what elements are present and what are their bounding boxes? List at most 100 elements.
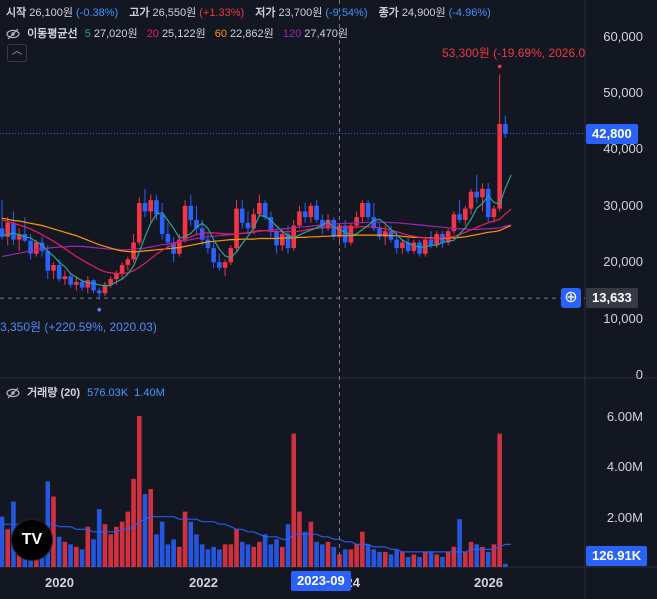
- open-value: 26,100원: [29, 7, 74, 19]
- candle-body: [56, 265, 62, 280]
- overlay-lines: [0, 0, 585, 567]
- volume-bar: [428, 551, 434, 567]
- candle-body: [11, 222, 16, 240]
- volume-bar: [388, 554, 394, 567]
- open-change: (-0.38%): [76, 7, 119, 19]
- volume-bar: [245, 544, 251, 567]
- candle-body: [348, 225, 354, 243]
- volume-bar: [96, 509, 102, 567]
- price-tick-60000: 60,000: [603, 29, 643, 44]
- volume-bar: [297, 511, 302, 567]
- high-annotation: 53,300원 (-19.69%, 2026.0: [442, 46, 586, 60]
- candle-body: [394, 239, 399, 249]
- volume-bar: [371, 549, 377, 567]
- candle-body: [291, 225, 297, 249]
- volume-bar: [199, 544, 205, 567]
- volume-value-2: 1.40M: [134, 387, 165, 399]
- candle-body: [222, 262, 228, 268]
- volume-bar: [422, 551, 428, 567]
- candle-body: [320, 219, 325, 229]
- close-label: 종가: [378, 7, 399, 19]
- candle-body: [234, 208, 239, 249]
- candle-body: [354, 217, 359, 226]
- candle-body: [285, 234, 291, 249]
- volume-bar: [314, 541, 319, 567]
- volume-bar: [463, 551, 468, 567]
- volume-bar: [457, 519, 462, 567]
- volume-bar: [74, 546, 79, 567]
- candle-body: [85, 280, 91, 288]
- volume-bar: [159, 521, 165, 567]
- candle-body: [108, 279, 113, 285]
- volume-bar: [257, 541, 262, 567]
- price-tick-20000: 20,000: [603, 254, 643, 269]
- moving-average-legend[interactable]: 이동평균선 5 27,020원 20 25,122원 60 22,862원 120 27…: [6, 25, 354, 41]
- volume-bar: [188, 521, 194, 567]
- candle-body: [119, 265, 125, 274]
- candle-body: [91, 280, 96, 291]
- candle-body: [165, 234, 171, 243]
- plus-icon: ⊕: [564, 289, 578, 306]
- volume-tick-4m: 4.00M: [606, 459, 643, 474]
- volume-bar: [274, 539, 279, 567]
- volume-bar: [108, 534, 113, 567]
- time-tick-2022: 2022: [189, 575, 218, 590]
- price-tick-30000: 30,000: [603, 198, 643, 213]
- volume-bar: [308, 521, 314, 567]
- volume-bar: [136, 416, 142, 567]
- last-volume-label: 126.91K: [586, 546, 648, 566]
- candle-body: [480, 188, 485, 198]
- last-price-label: 42,800: [586, 124, 638, 144]
- high-label: 고가: [129, 7, 150, 19]
- candle-body: [468, 191, 474, 209]
- candle-body: [79, 281, 85, 288]
- volume-bar: [354, 544, 359, 567]
- price-tick-40000: 40,000: [603, 141, 643, 156]
- volume-bar: [377, 551, 382, 567]
- candle-body: [182, 205, 188, 240]
- volume-value-1: 576.03K: [87, 387, 129, 399]
- volume-bar: [182, 511, 188, 567]
- volume-bar: [85, 526, 91, 567]
- high-marker: [497, 64, 502, 69]
- candle-body: [217, 262, 222, 268]
- volume-bar: [79, 549, 85, 567]
- candle-body: [28, 240, 33, 254]
- ma5-period: 5: [84, 28, 91, 40]
- volume-bar: [302, 531, 308, 567]
- candle-body: [405, 242, 411, 251]
- candle-body: [297, 211, 302, 226]
- candle-body: [205, 239, 211, 249]
- candle-body: [417, 242, 422, 254]
- price-tick-10000: 10,000: [603, 311, 643, 326]
- volume-bar: [222, 544, 228, 567]
- ma120-period: 120: [282, 28, 302, 40]
- ma5-value: 27,020원: [93, 28, 138, 40]
- candle-body: [114, 273, 119, 280]
- volume-bar: [119, 521, 125, 567]
- candle-body: [16, 234, 22, 240]
- volume-bar: [228, 544, 234, 567]
- close-change: (-4.96%): [448, 7, 491, 19]
- hide-eye-icon[interactable]: [6, 387, 20, 399]
- add-alert-button[interactable]: ⊕: [561, 288, 581, 308]
- collapse-legend-button[interactable]: ︿: [7, 44, 27, 62]
- hide-eye-icon[interactable]: [6, 28, 20, 40]
- volume-bar: [417, 556, 422, 567]
- volume-bar: [102, 524, 108, 567]
- candle-body: [51, 265, 56, 271]
- volume-bar: [177, 546, 182, 567]
- volume-bar: [365, 544, 371, 567]
- candle-body: [382, 231, 388, 237]
- high-change: (+1.33%): [199, 7, 245, 19]
- tradingview-logo[interactable]: TV: [11, 519, 53, 561]
- low-marker: [97, 307, 102, 312]
- volume-bar: [217, 549, 222, 567]
- volume-bar: [68, 544, 73, 567]
- candle-body: [314, 205, 319, 220]
- candle-body: [68, 276, 73, 285]
- volume-bar: [234, 529, 239, 567]
- volume-bar: [0, 516, 5, 567]
- candle-body: [400, 242, 405, 249]
